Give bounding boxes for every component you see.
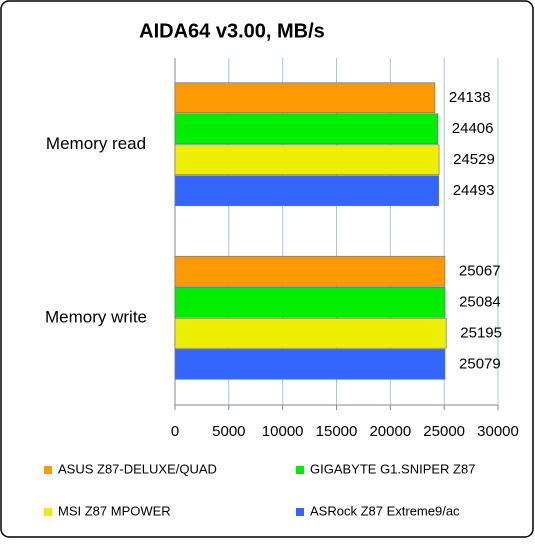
legend-label: ASRock Z87 Extreme9/ac [310, 503, 460, 518]
y-tick-label: Memory write [45, 308, 147, 327]
data-label: 25079 [459, 356, 501, 373]
bar [174, 317, 447, 349]
legend-marker [44, 508, 52, 516]
bar [174, 255, 446, 287]
legend-label: ASUS Z87-DELUXE/QUAD [58, 461, 217, 476]
x-tick-label: 25000 [423, 423, 465, 440]
x-tick-label: 20000 [369, 423, 411, 440]
x-tick-label: 15000 [316, 423, 358, 440]
x-tick-label: 0 [171, 423, 179, 440]
bar [174, 113, 439, 145]
data-label: 25195 [460, 325, 502, 342]
bar [174, 286, 446, 318]
data-label: 24529 [453, 151, 495, 168]
chart-title: AIDA64 v3.00, MB/s [139, 20, 325, 42]
legend-marker [296, 466, 304, 474]
x-tick-label: 5000 [212, 423, 245, 440]
data-label: 24138 [449, 89, 491, 106]
data-label: 25084 [459, 294, 501, 311]
legend-marker [296, 508, 304, 516]
legend-label: GIGABYTE G1.SNIPER Z87 [310, 461, 475, 476]
data-label: 24406 [452, 120, 494, 137]
x-tick-label: 30000 [477, 423, 519, 440]
bar [174, 348, 446, 380]
bar [174, 82, 436, 114]
x-tick-label: 10000 [262, 423, 304, 440]
legend-marker [44, 466, 52, 474]
y-tick-label: Memory read [46, 134, 146, 153]
legend-label: MSI Z87 MPOWER [58, 503, 171, 518]
data-label: 24493 [453, 182, 495, 199]
data-label: 25067 [459, 263, 501, 280]
bar [174, 144, 440, 176]
bar [174, 175, 440, 207]
